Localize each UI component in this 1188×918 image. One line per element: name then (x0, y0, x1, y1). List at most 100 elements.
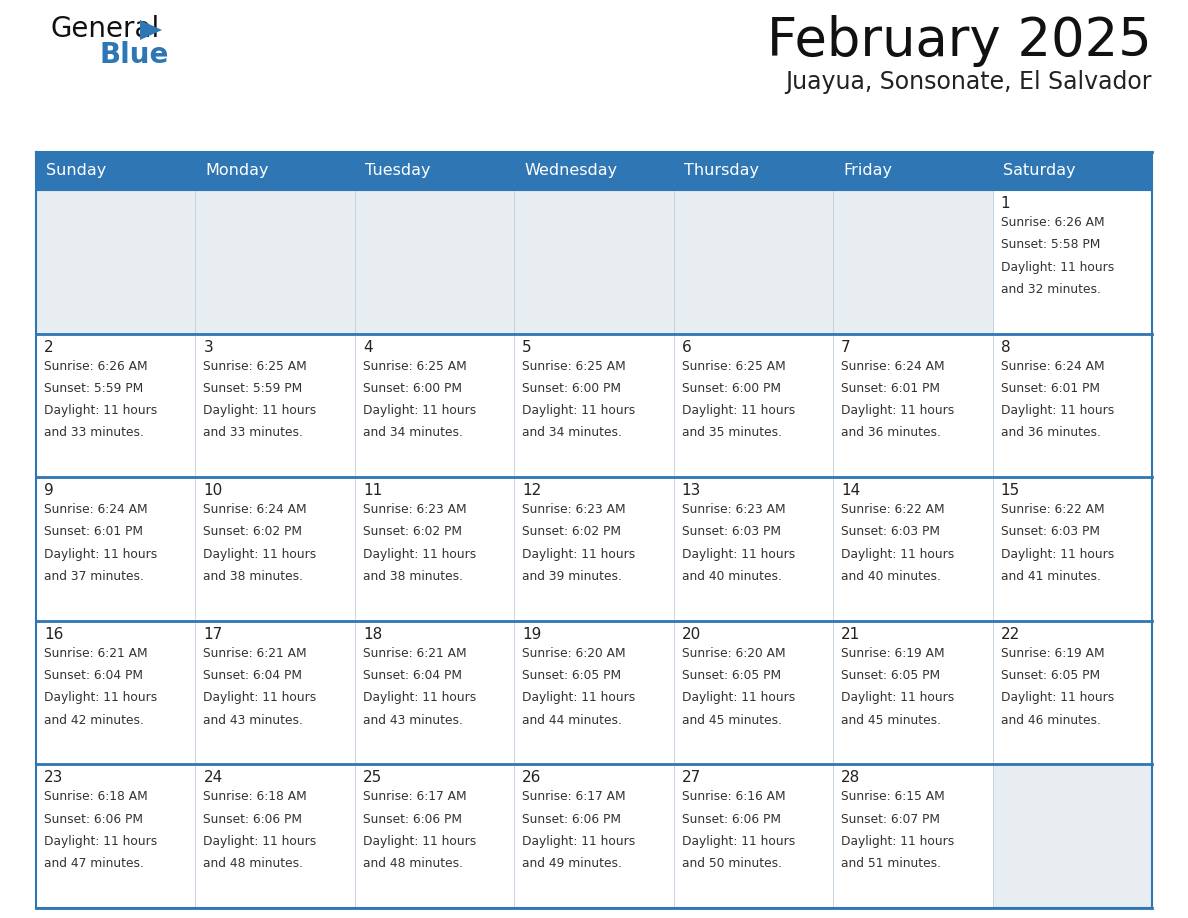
Text: Sunset: 6:00 PM: Sunset: 6:00 PM (523, 382, 621, 395)
Text: Tuesday: Tuesday (365, 163, 430, 178)
Text: Sunrise: 6:24 AM: Sunrise: 6:24 AM (44, 503, 147, 516)
Text: Thursday: Thursday (684, 163, 759, 178)
Text: 4: 4 (362, 340, 373, 354)
Text: Sunset: 6:05 PM: Sunset: 6:05 PM (841, 669, 940, 682)
Text: and 42 minutes.: and 42 minutes. (44, 713, 144, 726)
Text: Daylight: 11 hours: Daylight: 11 hours (682, 691, 795, 704)
FancyBboxPatch shape (833, 190, 992, 333)
Text: Sunset: 6:06 PM: Sunset: 6:06 PM (44, 812, 143, 825)
FancyBboxPatch shape (355, 333, 514, 477)
FancyBboxPatch shape (36, 333, 196, 477)
Text: Sunset: 6:06 PM: Sunset: 6:06 PM (203, 812, 303, 825)
Text: Sunset: 6:00 PM: Sunset: 6:00 PM (362, 382, 462, 395)
FancyBboxPatch shape (196, 333, 355, 477)
Text: Sunset: 6:04 PM: Sunset: 6:04 PM (44, 669, 143, 682)
Text: 1: 1 (1000, 196, 1010, 211)
Text: 18: 18 (362, 627, 383, 642)
Text: and 43 minutes.: and 43 minutes. (203, 713, 303, 726)
Text: Daylight: 11 hours: Daylight: 11 hours (362, 834, 476, 848)
Text: Sunrise: 6:22 AM: Sunrise: 6:22 AM (1000, 503, 1104, 516)
Text: Sunrise: 6:20 AM: Sunrise: 6:20 AM (682, 647, 785, 660)
Text: and 36 minutes.: and 36 minutes. (1000, 426, 1100, 440)
Text: Sunrise: 6:17 AM: Sunrise: 6:17 AM (362, 790, 467, 803)
FancyBboxPatch shape (196, 765, 355, 908)
Text: and 44 minutes.: and 44 minutes. (523, 713, 623, 726)
Text: Daylight: 11 hours: Daylight: 11 hours (44, 548, 157, 561)
Text: and 48 minutes.: and 48 minutes. (362, 857, 463, 870)
Text: and 48 minutes.: and 48 minutes. (203, 857, 303, 870)
Text: Sunrise: 6:18 AM: Sunrise: 6:18 AM (203, 790, 308, 803)
Text: Daylight: 11 hours: Daylight: 11 hours (1000, 404, 1114, 417)
FancyBboxPatch shape (355, 477, 514, 621)
Text: Sunrise: 6:22 AM: Sunrise: 6:22 AM (841, 503, 944, 516)
Text: and 40 minutes.: and 40 minutes. (682, 570, 782, 583)
Text: and 35 minutes.: and 35 minutes. (682, 426, 782, 440)
Text: Sunrise: 6:21 AM: Sunrise: 6:21 AM (44, 647, 147, 660)
Text: and 45 minutes.: and 45 minutes. (682, 713, 782, 726)
Text: Sunrise: 6:26 AM: Sunrise: 6:26 AM (44, 360, 147, 373)
Text: 23: 23 (44, 770, 63, 786)
Text: Daylight: 11 hours: Daylight: 11 hours (841, 691, 954, 704)
Text: Saturday: Saturday (1003, 163, 1075, 178)
Text: Daylight: 11 hours: Daylight: 11 hours (203, 404, 317, 417)
Text: 26: 26 (523, 770, 542, 786)
FancyBboxPatch shape (36, 621, 196, 765)
Text: 9: 9 (44, 483, 53, 498)
Text: Sunset: 6:01 PM: Sunset: 6:01 PM (841, 382, 940, 395)
FancyBboxPatch shape (674, 477, 833, 621)
Text: and 36 minutes.: and 36 minutes. (841, 426, 941, 440)
Text: Sunrise: 6:25 AM: Sunrise: 6:25 AM (362, 360, 467, 373)
Text: Friday: Friday (843, 163, 892, 178)
Text: Daylight: 11 hours: Daylight: 11 hours (682, 548, 795, 561)
FancyBboxPatch shape (36, 152, 1152, 190)
Text: Sunrise: 6:25 AM: Sunrise: 6:25 AM (682, 360, 785, 373)
Text: 28: 28 (841, 770, 860, 786)
Text: and 37 minutes.: and 37 minutes. (44, 570, 144, 583)
Text: Sunrise: 6:26 AM: Sunrise: 6:26 AM (1000, 216, 1104, 229)
Text: Daylight: 11 hours: Daylight: 11 hours (841, 548, 954, 561)
Text: and 34 minutes.: and 34 minutes. (362, 426, 463, 440)
Text: Sunset: 6:02 PM: Sunset: 6:02 PM (362, 525, 462, 539)
Text: General: General (50, 15, 159, 43)
FancyBboxPatch shape (992, 765, 1152, 908)
FancyBboxPatch shape (196, 190, 355, 333)
FancyBboxPatch shape (36, 765, 196, 908)
FancyBboxPatch shape (992, 190, 1152, 333)
Text: Sunrise: 6:24 AM: Sunrise: 6:24 AM (841, 360, 944, 373)
Text: and 47 minutes.: and 47 minutes. (44, 857, 144, 870)
Text: 20: 20 (682, 627, 701, 642)
FancyBboxPatch shape (992, 333, 1152, 477)
Text: Sunset: 6:03 PM: Sunset: 6:03 PM (841, 525, 940, 539)
Text: Sunset: 6:00 PM: Sunset: 6:00 PM (682, 382, 781, 395)
Text: February 2025: February 2025 (767, 15, 1152, 67)
Text: 8: 8 (1000, 340, 1010, 354)
FancyBboxPatch shape (833, 333, 992, 477)
Text: Sunset: 6:06 PM: Sunset: 6:06 PM (523, 812, 621, 825)
FancyBboxPatch shape (514, 477, 674, 621)
Text: Sunrise: 6:23 AM: Sunrise: 6:23 AM (362, 503, 467, 516)
Text: Daylight: 11 hours: Daylight: 11 hours (523, 404, 636, 417)
Text: 21: 21 (841, 627, 860, 642)
Text: Sunset: 6:01 PM: Sunset: 6:01 PM (44, 525, 143, 539)
Text: Sunrise: 6:19 AM: Sunrise: 6:19 AM (841, 647, 944, 660)
FancyBboxPatch shape (514, 765, 674, 908)
Text: Daylight: 11 hours: Daylight: 11 hours (1000, 691, 1114, 704)
Text: Sunset: 6:05 PM: Sunset: 6:05 PM (682, 669, 781, 682)
FancyBboxPatch shape (36, 190, 196, 333)
FancyBboxPatch shape (674, 190, 833, 333)
FancyBboxPatch shape (833, 765, 992, 908)
Text: and 39 minutes.: and 39 minutes. (523, 570, 623, 583)
FancyBboxPatch shape (992, 621, 1152, 765)
Text: and 50 minutes.: and 50 minutes. (682, 857, 782, 870)
Text: Sunset: 6:04 PM: Sunset: 6:04 PM (362, 669, 462, 682)
Text: 5: 5 (523, 340, 532, 354)
Text: Daylight: 11 hours: Daylight: 11 hours (523, 834, 636, 848)
Text: Sunrise: 6:18 AM: Sunrise: 6:18 AM (44, 790, 147, 803)
Text: and 51 minutes.: and 51 minutes. (841, 857, 941, 870)
Text: 16: 16 (44, 627, 63, 642)
Text: Daylight: 11 hours: Daylight: 11 hours (44, 404, 157, 417)
Text: Monday: Monday (206, 163, 268, 178)
Text: Sunset: 6:01 PM: Sunset: 6:01 PM (1000, 382, 1100, 395)
Text: Juayua, Sonsonate, El Salvador: Juayua, Sonsonate, El Salvador (785, 70, 1152, 94)
Text: Daylight: 11 hours: Daylight: 11 hours (203, 834, 317, 848)
